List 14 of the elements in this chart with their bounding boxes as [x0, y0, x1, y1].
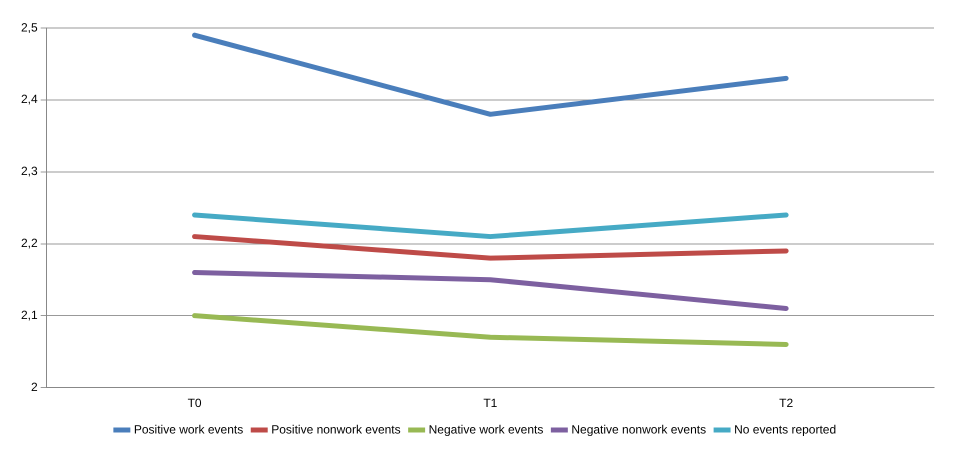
y-tick-label: 2 [30, 380, 38, 394]
legend-label: Positive nonwork events [271, 422, 401, 436]
x-tick-label: T2 [779, 396, 794, 410]
legend-label: Positive work events [134, 422, 244, 436]
y-tick-label: 2,4 [20, 92, 38, 106]
legend-label: Negative nonwork events [571, 422, 706, 436]
legend-label: Negative work events [428, 422, 544, 436]
y-tick-label: 2,2 [20, 236, 38, 250]
y-tick-label: 2,3 [20, 164, 38, 178]
x-tick-label: T0 [188, 396, 202, 410]
legend-label: No events reported [734, 422, 836, 436]
y-tick-label: 2,1 [20, 308, 38, 322]
x-tick-label: T1 [483, 396, 498, 410]
y-tick-label: 2,5 [20, 20, 38, 34]
